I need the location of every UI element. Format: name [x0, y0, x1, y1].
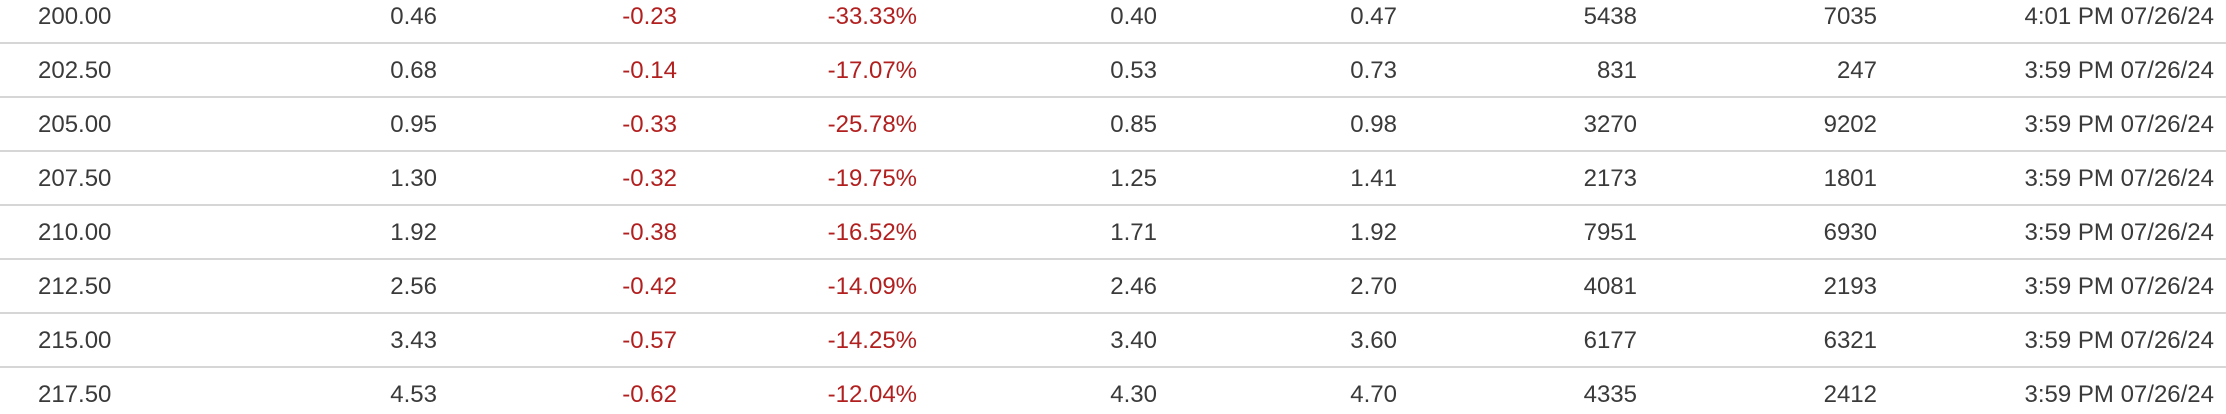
strike-cell: 210.00	[38, 219, 112, 246]
volume-cell: 831	[1596, 57, 1637, 84]
percent-change-cell: -25.78%	[827, 111, 917, 138]
volume-cell: 4081	[1583, 273, 1637, 300]
ask-cell: 0.98	[1350, 111, 1397, 138]
change-cell: -0.32	[622, 165, 677, 192]
ask-cell: 1.41	[1350, 165, 1397, 192]
last-price-cell: 2.56	[390, 273, 437, 300]
percent-change-cell: -33.33%	[827, 3, 917, 30]
strike-cell: 215.00	[38, 327, 112, 354]
open-interest-cell: 247	[1836, 57, 1877, 84]
ask-cell: 2.70	[1350, 273, 1397, 300]
table-row[interactable]: 200.00 0.46 -0.23 -33.33% 0.40 0.47 5438…	[0, 0, 2226, 44]
ask-cell: 0.47	[1350, 3, 1397, 30]
table-row[interactable]: 205.00 0.95 -0.33 -25.78% 0.85 0.98 3270…	[0, 98, 2226, 152]
last-price-cell: 0.46	[390, 3, 437, 30]
volume-cell: 5438	[1583, 3, 1637, 30]
last-price-cell: 1.30	[390, 165, 437, 192]
open-interest-cell: 2412	[1823, 381, 1877, 408]
last-price-cell: 4.53	[390, 381, 437, 408]
percent-change-cell: -14.09%	[827, 273, 917, 300]
bid-cell: 0.85	[1110, 111, 1157, 138]
last-trade-time-cell: 3:59 PM 07/26/24	[2024, 381, 2214, 408]
ask-cell: 0.73	[1350, 57, 1397, 84]
change-cell: -0.38	[622, 219, 677, 246]
open-interest-cell: 6930	[1823, 219, 1877, 246]
open-interest-cell: 7035	[1823, 3, 1877, 30]
bid-cell: 4.30	[1110, 381, 1157, 408]
volume-cell: 2173	[1583, 165, 1637, 192]
strike-cell: 200.00	[38, 3, 112, 30]
last-trade-time-cell: 3:59 PM 07/26/24	[2024, 273, 2214, 300]
last-trade-time-cell: 3:59 PM 07/26/24	[2024, 165, 2214, 192]
last-trade-time-cell: 3:59 PM 07/26/24	[2024, 327, 2214, 354]
bid-cell: 2.46	[1110, 273, 1157, 300]
table-row[interactable]: 217.50 4.53 -0.62 -12.04% 4.30 4.70 4335…	[0, 368, 2226, 414]
change-cell: -0.57	[622, 327, 677, 354]
strike-cell: 202.50	[38, 57, 112, 84]
table-row[interactable]: 202.50 0.68 -0.14 -17.07% 0.53 0.73 831 …	[0, 44, 2226, 98]
last-price-cell: 3.43	[390, 327, 437, 354]
change-cell: -0.14	[622, 57, 677, 84]
last-price-cell: 1.92	[390, 219, 437, 246]
bid-cell: 0.53	[1110, 57, 1157, 84]
percent-change-cell: -14.25%	[827, 327, 917, 354]
table-row[interactable]: 215.00 3.43 -0.57 -14.25% 3.40 3.60 6177…	[0, 314, 2226, 368]
volume-cell: 3270	[1583, 111, 1637, 138]
strike-cell: 212.50	[38, 273, 112, 300]
change-cell: -0.42	[622, 273, 677, 300]
percent-change-cell: -17.07%	[827, 57, 917, 84]
table-row[interactable]: 212.50 2.56 -0.42 -14.09% 2.46 2.70 4081…	[0, 260, 2226, 314]
volume-cell: 7951	[1583, 219, 1637, 246]
last-price-cell: 0.95	[390, 111, 437, 138]
percent-change-cell: -12.04%	[827, 381, 917, 408]
bid-cell: 0.40	[1110, 3, 1157, 30]
percent-change-cell: -16.52%	[827, 219, 917, 246]
open-interest-cell: 6321	[1823, 327, 1877, 354]
ask-cell: 1.92	[1350, 219, 1397, 246]
change-cell: -0.33	[622, 111, 677, 138]
table-row[interactable]: 210.00 1.92 -0.38 -16.52% 1.71 1.92 7951…	[0, 206, 2226, 260]
last-trade-time-cell: 4:01 PM 07/26/24	[2024, 3, 2214, 30]
change-cell: -0.62	[622, 381, 677, 408]
last-price-cell: 0.68	[390, 57, 437, 84]
last-trade-time-cell: 3:59 PM 07/26/24	[2024, 57, 2214, 84]
strike-cell: 207.50	[38, 165, 112, 192]
open-interest-cell: 2193	[1823, 273, 1877, 300]
ask-cell: 3.60	[1350, 327, 1397, 354]
bid-cell: 3.40	[1110, 327, 1157, 354]
bid-cell: 1.25	[1110, 165, 1157, 192]
bid-cell: 1.71	[1110, 219, 1157, 246]
percent-change-cell: -19.75%	[827, 165, 917, 192]
last-trade-time-cell: 3:59 PM 07/26/24	[2024, 111, 2214, 138]
open-interest-cell: 1801	[1823, 165, 1877, 192]
table-row[interactable]: 207.50 1.30 -0.32 -19.75% 1.25 1.41 2173…	[0, 152, 2226, 206]
last-trade-time-cell: 3:59 PM 07/26/24	[2024, 219, 2214, 246]
change-cell: -0.23	[622, 3, 677, 30]
strike-cell: 205.00	[38, 111, 112, 138]
volume-cell: 4335	[1583, 381, 1637, 408]
strike-cell: 217.50	[38, 381, 112, 408]
ask-cell: 4.70	[1350, 381, 1397, 408]
open-interest-cell: 9202	[1823, 111, 1877, 138]
volume-cell: 6177	[1583, 327, 1637, 354]
